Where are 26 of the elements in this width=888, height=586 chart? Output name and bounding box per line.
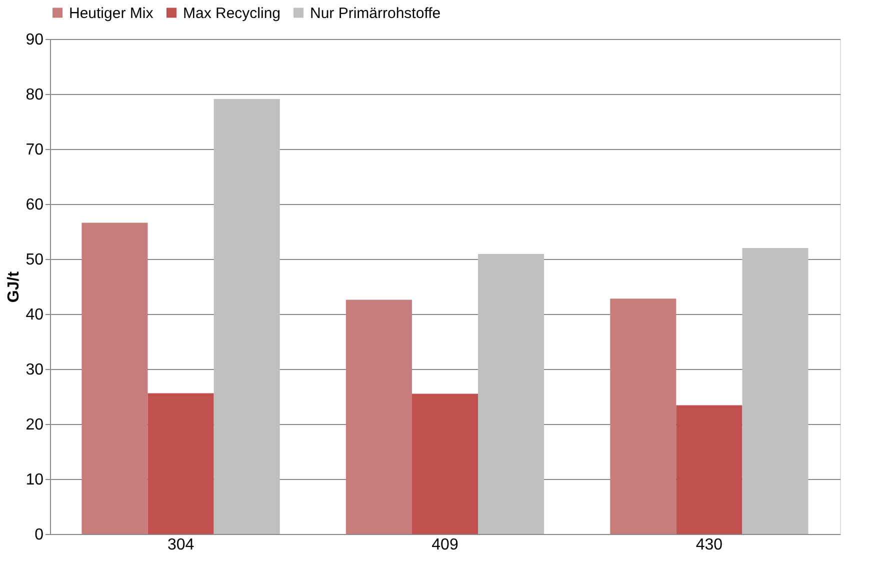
bar	[148, 393, 214, 534]
x-tick-label: 304	[167, 536, 194, 554]
bar	[346, 300, 412, 534]
legend-label: Heutiger Mix	[69, 4, 154, 22]
y-tick-label: 80	[26, 86, 44, 104]
y-tick-label: 0	[34, 526, 44, 544]
y-tick-label: 30	[26, 362, 44, 378]
x-tick-label: 430	[696, 536, 723, 554]
y-tick-label: 40	[26, 306, 44, 324]
y-tick-label: 50	[26, 252, 44, 268]
y-tick-label: 10	[26, 472, 44, 488]
y-tick-label: 90	[26, 32, 44, 48]
y-tick-label: 70	[26, 142, 44, 158]
legend-label: Nur Primärrohstoffe	[310, 4, 441, 22]
bar	[676, 405, 742, 534]
bar	[82, 222, 148, 534]
bar	[610, 298, 676, 534]
y-tick-label: 60	[26, 196, 44, 214]
x-tick-label: 409	[432, 536, 458, 554]
y-tick-label: 20	[26, 416, 44, 434]
bar	[742, 248, 808, 534]
y-axis-title: GJ/t	[6, 270, 23, 303]
legend-label: Max Recycling	[183, 4, 281, 22]
bar	[214, 98, 280, 534]
bar	[412, 394, 478, 534]
bar	[478, 254, 544, 534]
